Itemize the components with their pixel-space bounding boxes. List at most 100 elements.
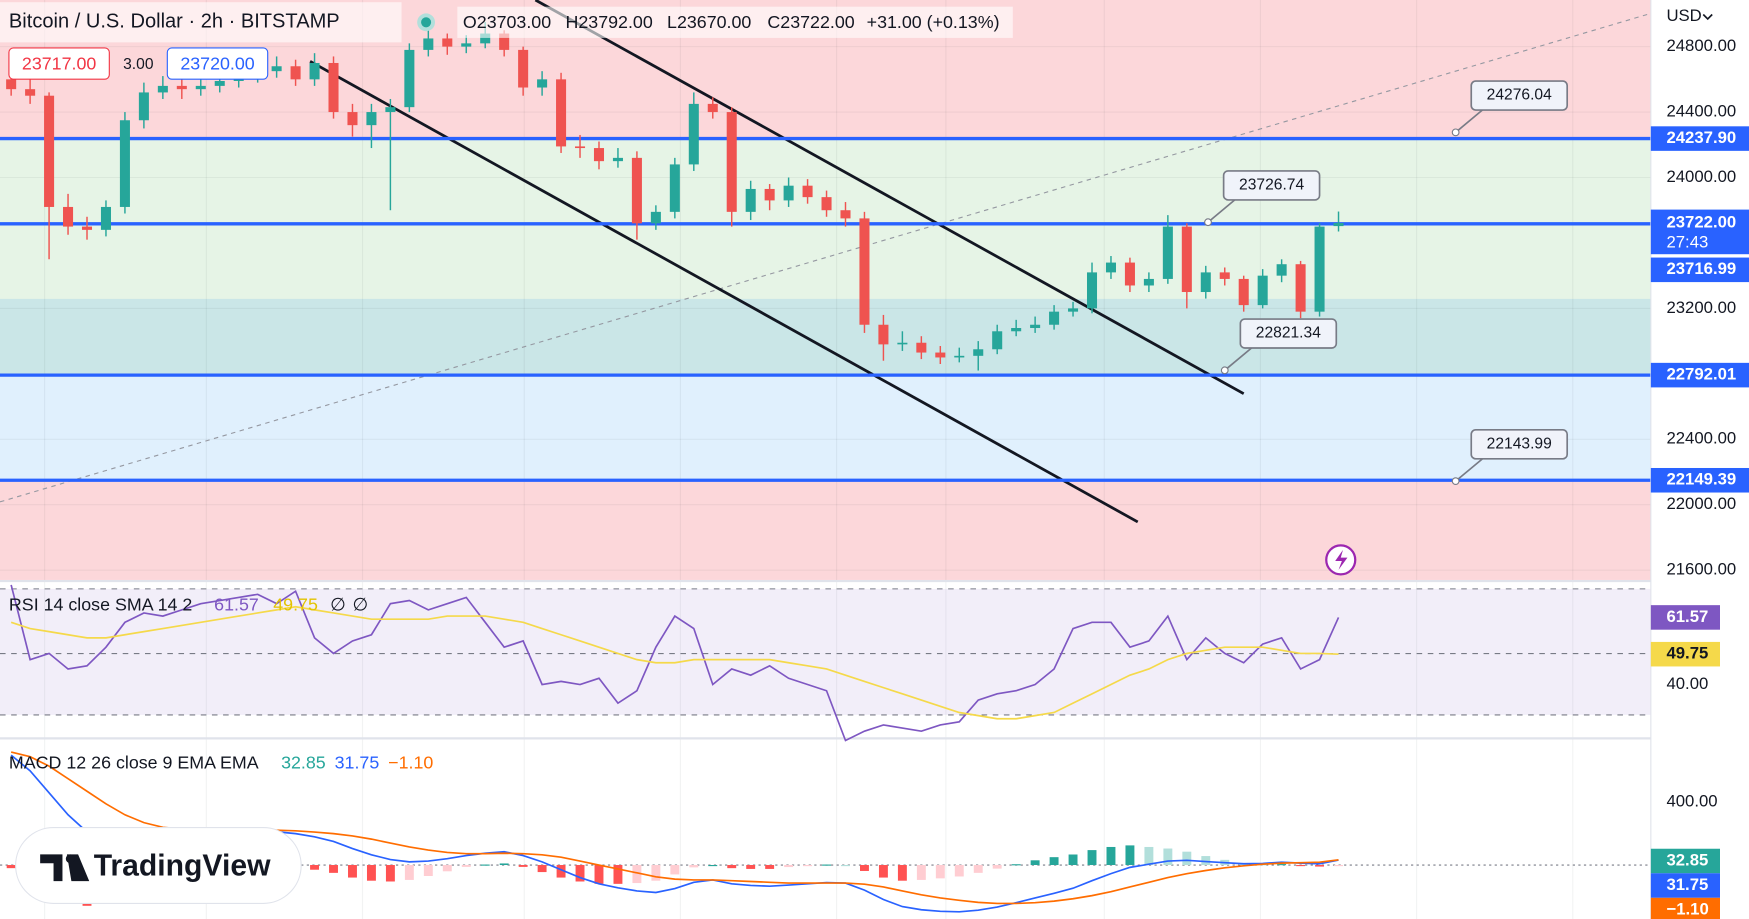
logo-mark	[40, 854, 90, 882]
macd-hist-bar	[1296, 865, 1306, 867]
macd-hist-bar	[518, 865, 528, 867]
buy-button[interactable]	[166, 47, 269, 80]
candle-body	[309, 62, 320, 80]
candle-body	[385, 107, 396, 113]
macd-badge	[1650, 897, 1720, 919]
macd-badge-label: −1.10	[1666, 900, 1708, 919]
candle-body	[897, 342, 908, 345]
candle-body	[44, 95, 55, 207]
candle-body	[878, 324, 889, 345]
macd-hist-bar	[1277, 864, 1287, 866]
macd-badge-label: 32.85	[1666, 850, 1708, 869]
macd-hist-bar	[1106, 846, 1116, 866]
candle-body	[1162, 226, 1173, 279]
candle-body	[1124, 262, 1135, 286]
candle-body	[707, 103, 718, 113]
candle-body	[1257, 275, 1268, 306]
level-label: 22792.01	[1666, 365, 1736, 384]
callout-box	[1470, 80, 1569, 111]
y-tick-label: 21600.00	[1666, 560, 1736, 579]
candle-body	[25, 89, 36, 96]
level-badge	[1650, 362, 1749, 388]
candle-body	[1030, 324, 1041, 329]
level-badge	[1650, 467, 1749, 493]
logo-pill[interactable]	[15, 826, 302, 904]
ohlc-close: C23722.00	[767, 12, 854, 32]
zone-bottom	[0, 480, 1651, 580]
y-tick-label: 24800.00	[1666, 36, 1736, 55]
macd-hist-bar	[670, 865, 680, 875]
rsi-legend-value: 61.57	[214, 594, 259, 614]
candle-body	[195, 85, 206, 90]
candle-body	[821, 197, 832, 211]
macd-hist-bar	[992, 865, 1002, 869]
candle-body	[1011, 328, 1022, 332]
callout-box	[1470, 429, 1569, 460]
macd-hist-bar	[480, 864, 490, 866]
candle-body	[650, 211, 661, 224]
macd-hist-bar	[310, 865, 320, 870]
rsi-title: RSI 14 close SMA 14 2	[9, 594, 192, 614]
y-tick-label: 24400.00	[1666, 101, 1736, 120]
buy-price[interactable]: 23720.00	[180, 53, 254, 73]
candle-body	[726, 112, 737, 212]
callout-anchor	[1451, 128, 1460, 137]
zones	[0, 0, 1651, 580]
candle-body	[1200, 272, 1211, 293]
callout-pointer	[1207, 199, 1236, 223]
macd-hist-bar	[499, 863, 509, 866]
candle-body	[63, 206, 74, 227]
sell-price[interactable]: 23717.00	[22, 53, 96, 73]
macd-badge	[1650, 848, 1720, 874]
macd-hist-bar	[765, 865, 775, 869]
callout-pointer	[1224, 347, 1253, 371]
macd-hist-bar	[746, 865, 756, 869]
macd-hist-bar	[1049, 857, 1059, 866]
ohlc-bg	[457, 6, 1013, 38]
candle-body	[442, 38, 453, 47]
candle-body	[1068, 308, 1079, 312]
callout-label: 22821.34	[1256, 325, 1321, 342]
macd-hist-bar	[404, 865, 414, 880]
sell-button[interactable]	[8, 47, 110, 80]
candle-body	[366, 112, 377, 126]
macd-hist-bar	[1030, 860, 1040, 866]
macd-hist-bar	[537, 865, 547, 873]
candle-body	[1049, 311, 1060, 325]
macd-hist-bar	[385, 865, 395, 882]
axis-bg	[1650, 0, 1749, 919]
macd-hist-bar	[878, 865, 888, 878]
y-tick-label: 40.00	[1666, 674, 1708, 693]
macd-title: MACD 12 26 close 9 EMA EMA	[9, 753, 259, 773]
candle-body	[745, 188, 756, 212]
ohlc-high: H23792.00	[566, 12, 653, 32]
candle-body	[935, 352, 946, 358]
candle-body	[518, 49, 529, 88]
logo-text[interactable]: TradingView	[94, 850, 271, 883]
macd-hist-bar	[859, 865, 869, 871]
candle-body	[176, 85, 187, 90]
currency[interactable]: USD	[1666, 6, 1701, 25]
macd-hist-bar	[1201, 856, 1211, 866]
callout-anchor	[1220, 366, 1229, 375]
header-bg	[0, 2, 402, 43]
macd-hist-bar	[556, 865, 566, 878]
candle-body	[290, 66, 301, 80]
macd-hist-bar	[632, 865, 642, 884]
candle-body	[1219, 272, 1230, 279]
macd-hist-bar	[1087, 850, 1097, 866]
macd-hist-bar	[784, 865, 794, 868]
level-label: 22149.39	[1666, 470, 1736, 489]
macd-hist-bar	[1182, 851, 1192, 866]
macd-hist-bar	[1315, 865, 1325, 867]
callout-label: 22143.99	[1487, 435, 1552, 452]
candle-body	[973, 349, 984, 356]
candle-body	[423, 38, 434, 50]
macd-hist-bar	[973, 865, 983, 873]
zone-green	[0, 138, 1651, 376]
macd-hist-bar	[575, 865, 585, 882]
plot: 24276.04 23726.74 22821.34 22143.99 RSI 14 c…	[0, 22, 1749, 913]
logo-dot	[65, 854, 75, 864]
